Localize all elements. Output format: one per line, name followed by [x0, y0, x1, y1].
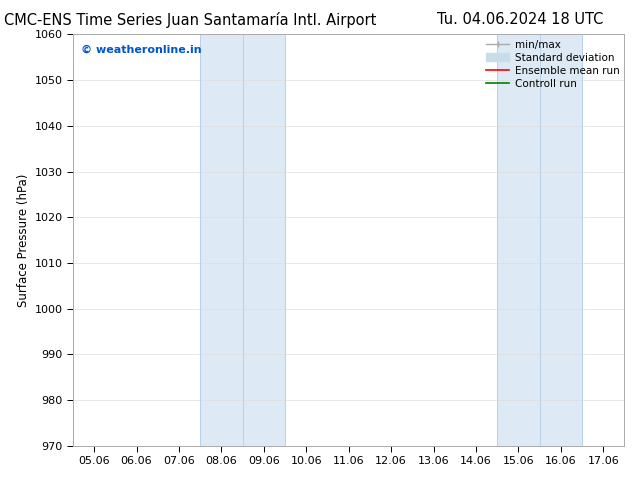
Text: © weatheronline.in: © weatheronline.in: [81, 45, 202, 54]
Bar: [497, 34, 582, 446]
Legend: min/max, Standard deviation, Ensemble mean run, Controll run: min/max, Standard deviation, Ensemble me…: [486, 40, 619, 89]
Text: CMC-ENS Time Series Juan Santamaría Intl. Airport: CMC-ENS Time Series Juan Santamaría Intl…: [4, 12, 377, 28]
Bar: [200, 34, 285, 446]
Text: Tu. 04.06.2024 18 UTC: Tu. 04.06.2024 18 UTC: [437, 12, 603, 27]
Y-axis label: Surface Pressure (hPa): Surface Pressure (hPa): [17, 173, 30, 307]
